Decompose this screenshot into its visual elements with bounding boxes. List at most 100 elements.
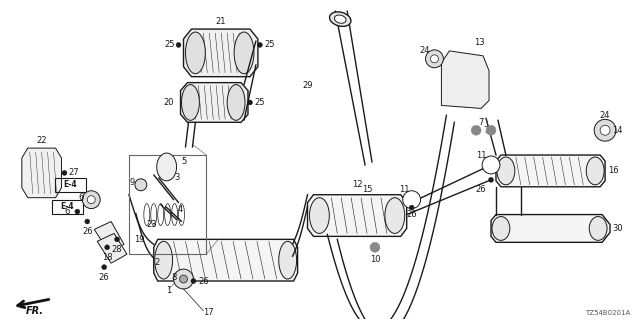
- Circle shape: [257, 43, 262, 47]
- Text: 26: 26: [82, 227, 93, 236]
- Polygon shape: [184, 29, 258, 77]
- Text: 16: 16: [608, 166, 618, 175]
- Text: 3: 3: [174, 173, 179, 182]
- Text: 26: 26: [99, 273, 109, 282]
- Ellipse shape: [492, 217, 510, 240]
- Text: 6: 6: [65, 207, 70, 216]
- Text: 17: 17: [203, 308, 214, 317]
- Circle shape: [173, 269, 193, 289]
- Text: 26: 26: [198, 276, 209, 285]
- Text: E-4: E-4: [63, 180, 77, 189]
- Circle shape: [105, 245, 109, 250]
- Polygon shape: [22, 148, 61, 198]
- Ellipse shape: [227, 84, 245, 120]
- Text: 27: 27: [68, 168, 79, 177]
- Text: 28: 28: [112, 245, 122, 254]
- Ellipse shape: [144, 204, 150, 226]
- Text: 18: 18: [102, 253, 113, 262]
- Text: 23: 23: [147, 220, 157, 229]
- Text: 19: 19: [134, 235, 144, 244]
- Text: 25: 25: [255, 98, 265, 107]
- Circle shape: [488, 177, 493, 182]
- Text: 1: 1: [166, 286, 172, 295]
- Circle shape: [191, 278, 196, 284]
- Circle shape: [370, 242, 380, 252]
- Text: 26: 26: [406, 210, 417, 219]
- Circle shape: [248, 100, 252, 105]
- Text: 24: 24: [600, 111, 611, 120]
- Ellipse shape: [234, 32, 254, 74]
- Ellipse shape: [330, 12, 351, 27]
- Ellipse shape: [155, 241, 173, 279]
- Text: 10: 10: [370, 255, 380, 264]
- Text: 21: 21: [215, 17, 225, 26]
- Text: 8: 8: [171, 273, 176, 282]
- Polygon shape: [307, 195, 406, 236]
- Circle shape: [600, 125, 610, 135]
- Polygon shape: [94, 221, 124, 252]
- Ellipse shape: [279, 241, 296, 279]
- Text: 29: 29: [302, 81, 313, 90]
- Polygon shape: [97, 233, 127, 263]
- Ellipse shape: [164, 204, 171, 226]
- Circle shape: [135, 179, 147, 191]
- Text: 11: 11: [399, 185, 410, 194]
- Text: 13: 13: [474, 38, 484, 47]
- Circle shape: [426, 50, 444, 68]
- Text: 9: 9: [129, 178, 134, 187]
- Circle shape: [471, 125, 481, 135]
- Text: 20: 20: [163, 98, 174, 107]
- Polygon shape: [491, 214, 610, 242]
- Ellipse shape: [179, 204, 184, 226]
- Text: 26: 26: [476, 185, 486, 194]
- Circle shape: [482, 156, 500, 174]
- Text: 11: 11: [476, 150, 486, 160]
- Text: 5: 5: [181, 157, 186, 166]
- Ellipse shape: [157, 153, 177, 181]
- Circle shape: [62, 171, 67, 175]
- Text: 30: 30: [612, 224, 623, 233]
- Ellipse shape: [186, 32, 205, 74]
- Text: 12: 12: [352, 180, 362, 189]
- Circle shape: [115, 237, 120, 242]
- Polygon shape: [154, 239, 298, 281]
- Circle shape: [176, 43, 181, 47]
- Text: 7: 7: [483, 126, 489, 135]
- Text: 4: 4: [178, 205, 183, 214]
- Text: 15: 15: [362, 185, 372, 194]
- Circle shape: [75, 209, 80, 214]
- Polygon shape: [496, 155, 605, 187]
- Circle shape: [594, 119, 616, 141]
- Text: E-4: E-4: [61, 202, 74, 211]
- Circle shape: [102, 265, 107, 270]
- Circle shape: [409, 205, 414, 210]
- Polygon shape: [442, 51, 489, 108]
- Text: FR.: FR.: [26, 306, 44, 316]
- Text: 25: 25: [164, 40, 175, 49]
- Circle shape: [85, 219, 90, 224]
- Text: 2: 2: [154, 258, 159, 267]
- Text: 24: 24: [419, 46, 430, 55]
- Ellipse shape: [334, 15, 346, 23]
- Text: 14: 14: [612, 126, 622, 135]
- Circle shape: [486, 125, 496, 135]
- Text: 25: 25: [264, 40, 275, 49]
- Ellipse shape: [157, 204, 164, 226]
- Text: 7: 7: [479, 118, 484, 127]
- Circle shape: [431, 55, 438, 63]
- Text: 6: 6: [79, 193, 84, 202]
- Ellipse shape: [172, 204, 177, 226]
- Text: TZ54B0201A: TZ54B0201A: [585, 310, 630, 316]
- Ellipse shape: [589, 217, 607, 240]
- Ellipse shape: [497, 157, 515, 185]
- Ellipse shape: [182, 84, 200, 120]
- Circle shape: [180, 275, 188, 283]
- Bar: [54, 178, 86, 192]
- Bar: [129, 155, 206, 254]
- Circle shape: [83, 191, 100, 209]
- Text: 22: 22: [36, 136, 47, 145]
- Ellipse shape: [586, 157, 604, 185]
- Circle shape: [87, 196, 95, 204]
- Polygon shape: [180, 83, 248, 122]
- Circle shape: [403, 191, 420, 209]
